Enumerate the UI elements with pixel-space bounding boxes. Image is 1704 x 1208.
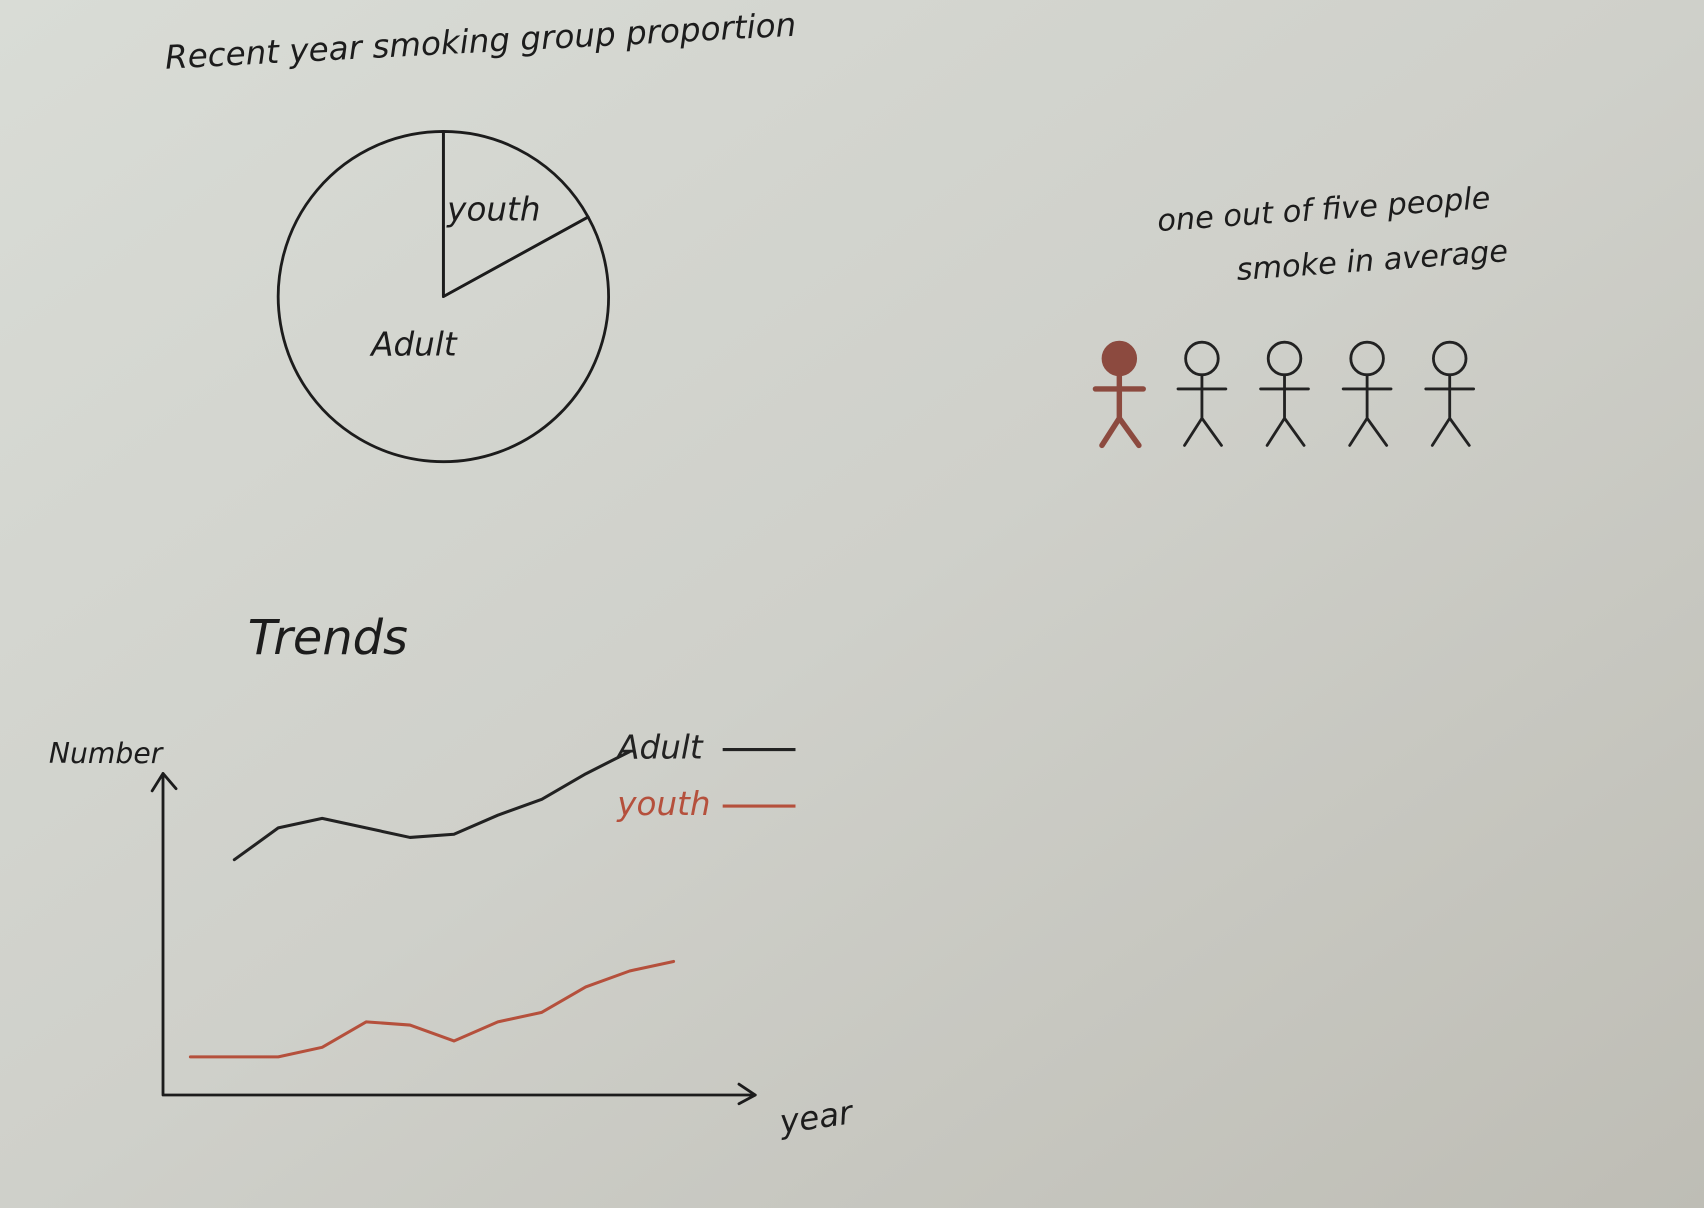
figure-body (1176, 373, 1228, 447)
figure-group (1176, 340, 1476, 447)
figure-body (1424, 373, 1476, 447)
series-line (188, 959, 676, 1059)
series-line (232, 750, 632, 862)
line-title: Trends (248, 611, 408, 666)
figure-body (1092, 372, 1146, 449)
pie-slice (441, 130, 590, 298)
slice-label: youth (446, 190, 540, 228)
figure-head (1101, 340, 1138, 377)
pie-slice (276, 130, 610, 464)
legend-label: youth (616, 785, 710, 823)
legend-label: Adult (615, 729, 704, 767)
figure-body (1259, 373, 1310, 447)
figure-body (1341, 373, 1393, 447)
axes (150, 772, 757, 1106)
y-axis-label: Number (49, 737, 165, 770)
slice-label: Adult (369, 325, 458, 363)
figure-group (1092, 340, 1146, 449)
